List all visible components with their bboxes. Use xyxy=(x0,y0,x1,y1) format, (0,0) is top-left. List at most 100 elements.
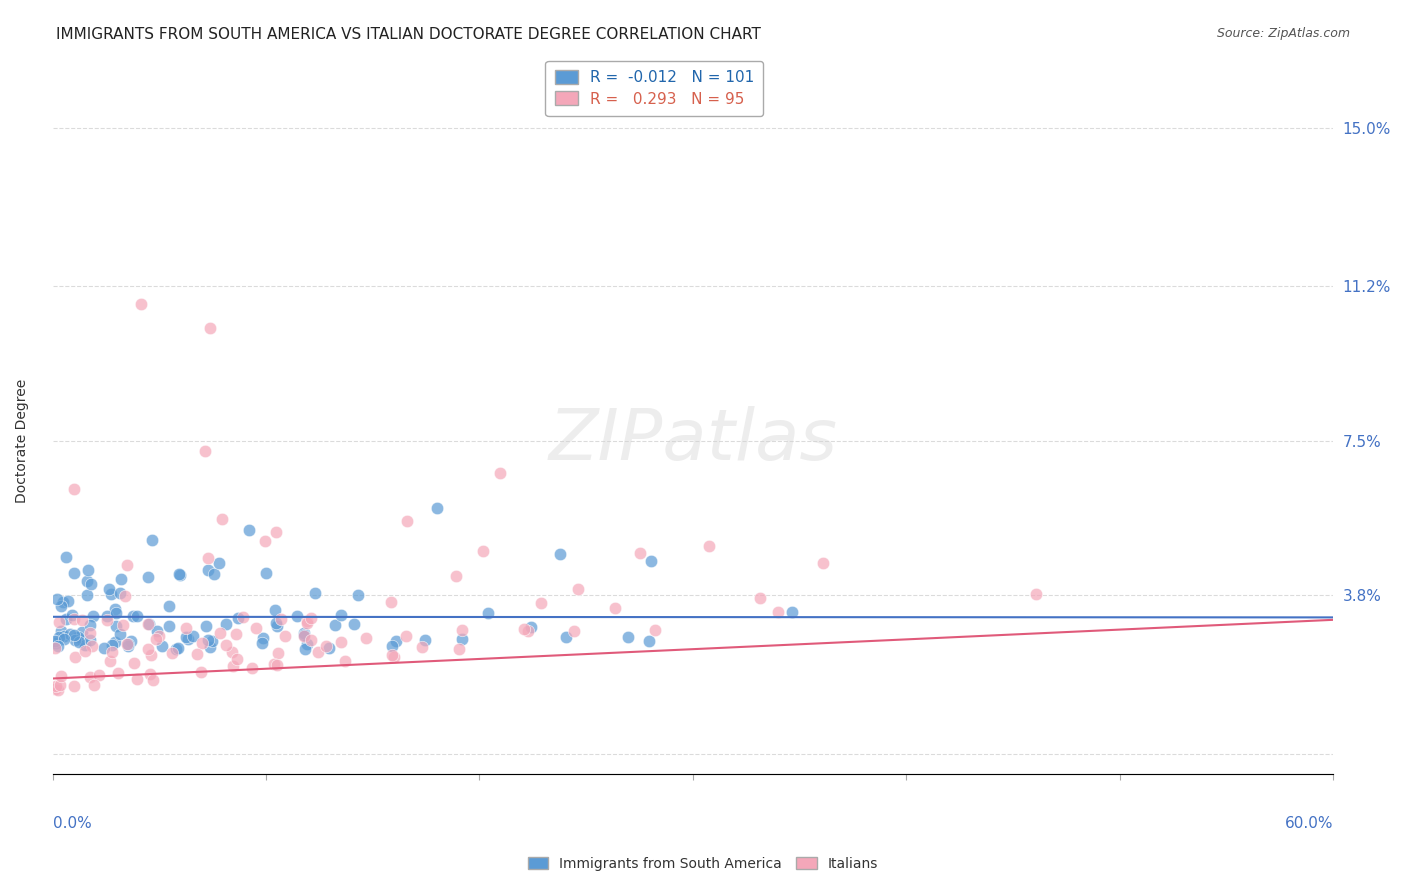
Point xyxy=(107,665,129,680)
Point xyxy=(238,524,260,538)
Point xyxy=(215,617,238,632)
Point xyxy=(530,596,553,610)
Point xyxy=(450,623,472,637)
Point xyxy=(266,658,288,673)
Point xyxy=(245,621,267,635)
Point xyxy=(297,637,319,651)
Point xyxy=(748,591,770,606)
Point xyxy=(73,638,96,652)
Point xyxy=(100,639,122,653)
Point xyxy=(396,514,419,528)
Point xyxy=(215,638,238,652)
Point xyxy=(516,624,538,638)
Point xyxy=(83,678,105,692)
Point xyxy=(52,595,75,609)
Point xyxy=(104,602,127,616)
Point xyxy=(197,563,219,577)
Point xyxy=(49,669,72,683)
Point xyxy=(93,641,115,656)
Point xyxy=(79,633,101,648)
Point xyxy=(67,630,90,644)
Point xyxy=(63,679,86,693)
Point xyxy=(87,667,110,681)
Point xyxy=(225,626,247,640)
Point xyxy=(174,630,197,644)
Point xyxy=(222,659,245,673)
Point xyxy=(200,320,222,334)
Point xyxy=(117,639,139,653)
Point xyxy=(79,626,101,640)
Point xyxy=(330,608,353,623)
Point xyxy=(329,635,352,649)
Point xyxy=(129,297,152,311)
Point xyxy=(194,444,217,458)
Point xyxy=(62,628,84,642)
Point xyxy=(169,568,191,582)
Point xyxy=(82,639,104,653)
Point xyxy=(70,624,93,639)
Point xyxy=(138,616,160,631)
Point xyxy=(295,615,318,629)
Point xyxy=(150,639,173,653)
Point xyxy=(411,640,433,654)
Point xyxy=(114,590,136,604)
Point xyxy=(62,482,84,496)
Point xyxy=(97,582,120,597)
Point xyxy=(198,640,221,654)
Point xyxy=(208,626,231,640)
Point xyxy=(49,678,72,692)
Point xyxy=(49,599,72,613)
Point xyxy=(44,641,66,656)
Point xyxy=(125,609,148,624)
Point xyxy=(105,619,128,633)
Point xyxy=(292,628,315,642)
Point xyxy=(299,611,322,625)
Point xyxy=(266,524,288,539)
Point xyxy=(136,641,159,656)
Point xyxy=(45,636,67,650)
Text: IMMIGRANTS FROM SOUTH AMERICA VS ITALIAN DOCTORATE DEGREE CORRELATION CHART: IMMIGRANTS FROM SOUTH AMERICA VS ITALIAN… xyxy=(56,27,761,42)
Point xyxy=(603,600,626,615)
Point xyxy=(318,641,340,656)
Point xyxy=(297,616,319,631)
Point xyxy=(381,648,404,662)
Point xyxy=(208,556,231,570)
Point xyxy=(697,539,720,553)
Point xyxy=(181,629,204,643)
Point xyxy=(477,606,499,620)
Point xyxy=(67,635,90,649)
Point xyxy=(782,606,804,620)
Point xyxy=(426,501,449,516)
Point xyxy=(382,649,405,664)
Point xyxy=(813,557,835,571)
Point xyxy=(136,569,159,583)
Point xyxy=(79,670,101,684)
Point xyxy=(148,629,170,643)
Point xyxy=(250,636,273,650)
Point xyxy=(190,665,212,679)
Point xyxy=(63,566,86,581)
Point xyxy=(264,615,287,630)
Point xyxy=(617,630,640,644)
Point xyxy=(52,632,75,647)
Point xyxy=(117,637,139,651)
Point xyxy=(46,640,69,654)
Point xyxy=(53,629,76,643)
Point xyxy=(186,647,208,661)
Point xyxy=(567,582,589,596)
Point xyxy=(640,554,662,568)
Point xyxy=(447,642,470,657)
Text: 60.0%: 60.0% xyxy=(1285,816,1333,831)
Point xyxy=(122,657,145,671)
Point xyxy=(226,611,249,625)
Point xyxy=(472,543,495,558)
Point xyxy=(141,533,163,547)
Point xyxy=(263,657,285,672)
Point xyxy=(637,633,659,648)
Point xyxy=(145,624,167,638)
Point xyxy=(395,629,418,643)
Point xyxy=(451,632,474,646)
Point xyxy=(101,645,124,659)
Point xyxy=(48,631,70,645)
Point xyxy=(292,629,315,643)
